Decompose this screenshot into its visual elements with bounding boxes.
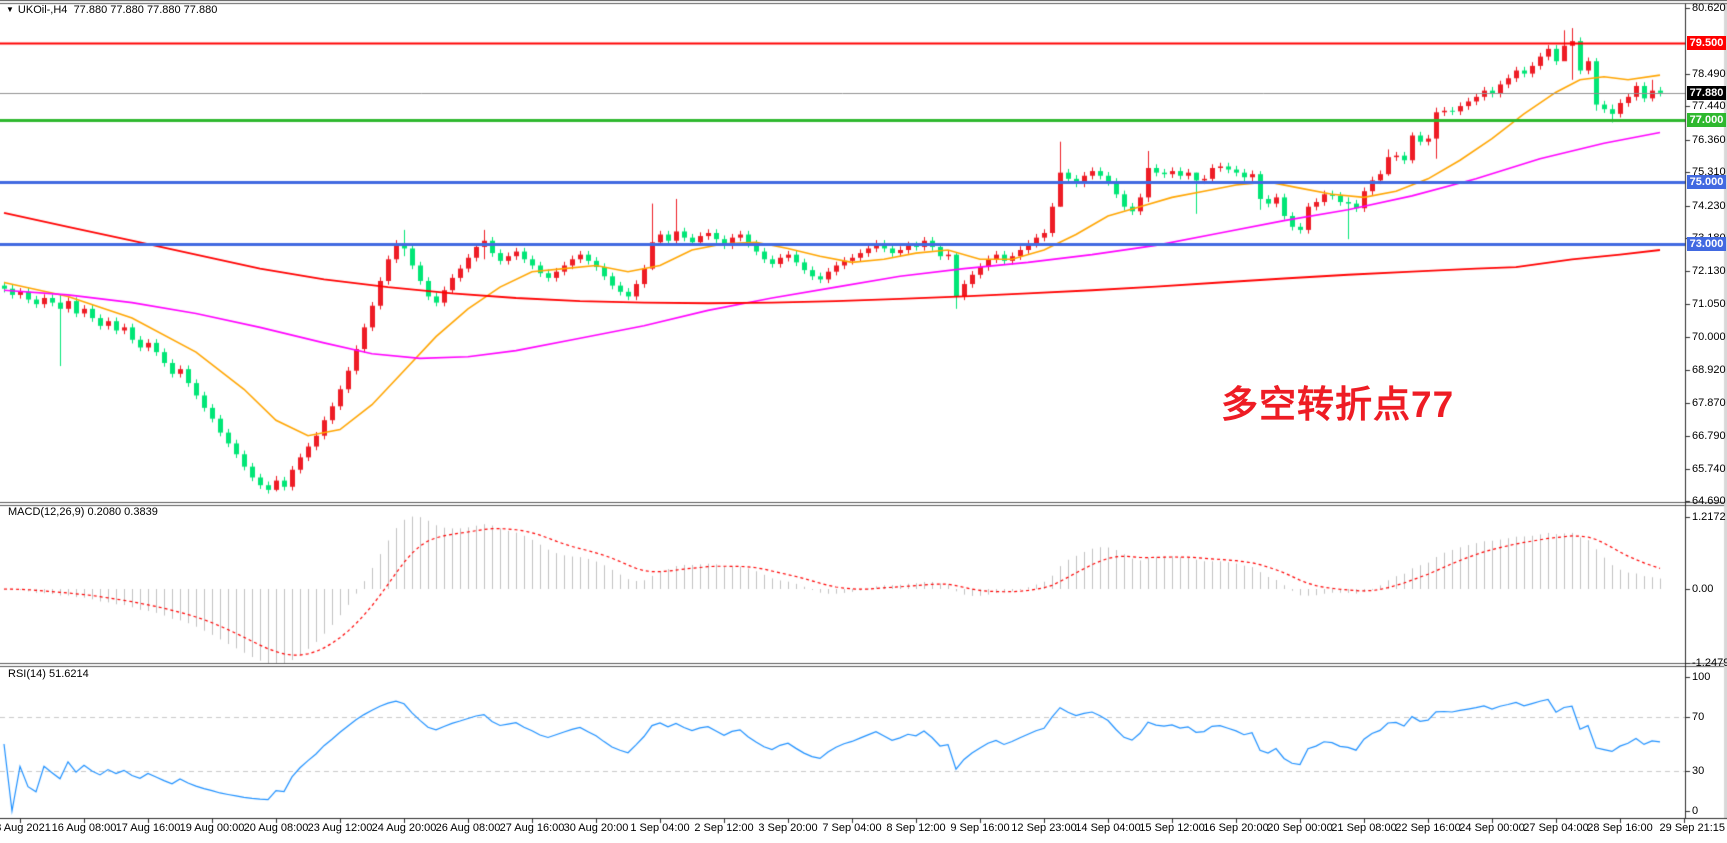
time-axis-label: 29 Sep 21:15 <box>1659 822 1725 834</box>
time-axis-label: 28 Sep 16:00 <box>1587 822 1653 834</box>
rsi-axis-tick-label: 0 <box>1692 805 1699 817</box>
price-axis-tick-label: 66.790 <box>1692 430 1726 442</box>
time-axis-label: 17 Aug 16:00 <box>115 822 181 834</box>
price-axis-tick-label: 70.000 <box>1692 331 1726 343</box>
time-axis-label: 2 Sep 12:00 <box>694 822 754 834</box>
time-axis-label: 24 Aug 20:00 <box>371 822 437 834</box>
time-axis-label: 23 Aug 12:00 <box>307 822 373 834</box>
macd-axis-tick-label: -1.2479 <box>1692 657 1727 669</box>
rsi-axis-tick-label: 30 <box>1692 765 1705 777</box>
time-axis-label: 8 Sep 12:00 <box>886 822 946 834</box>
price-axis-tick-label: 78.490 <box>1692 68 1726 80</box>
time-axis-label: 30 Aug 20:00 <box>563 822 629 834</box>
price-axis-tick-label: 68.920 <box>1692 364 1726 376</box>
time-axis-label: 22 Sep 16:00 <box>1395 822 1461 834</box>
symbol-timeframe-text: UKOil-,H4 <box>17 4 68 16</box>
macd-axis-tick-label: 1.2172 <box>1692 511 1726 523</box>
symbol-dropdown-icon[interactable]: ▼ <box>6 5 14 14</box>
chart-symbol-label[interactable]: ▼ UKOil-,H4 77.880 77.880 77.880 77.880 <box>6 4 217 16</box>
time-axis-label: 13 Aug 2021 <box>0 822 51 834</box>
price-axis-tick-label: 74.230 <box>1692 200 1726 212</box>
level-price-badge: 77.000 <box>1687 113 1726 127</box>
level-price-badge: 75.000 <box>1687 175 1726 189</box>
time-axis-label: 16 Sep 20:00 <box>1203 822 1269 834</box>
level-price-badge: 73.000 <box>1687 237 1726 251</box>
time-axis-label: 16 Aug 08:00 <box>51 822 117 834</box>
time-axis-label: 1 Sep 04:00 <box>630 822 690 834</box>
rsi-indicator-label: RSI(14) 51.6214 <box>8 668 89 680</box>
time-axis-label: 24 Sep 00:00 <box>1459 822 1525 834</box>
price-axis-tick-label: 67.870 <box>1692 397 1726 409</box>
rsi-axis-tick-label: 70 <box>1692 711 1705 723</box>
price-axis-tick-label: 64.690 <box>1692 495 1726 507</box>
time-axis-label: 20 Aug 08:00 <box>243 822 309 834</box>
time-axis-label: 7 Sep 04:00 <box>822 822 882 834</box>
chart-text-annotation: 多空转折点77 <box>1221 384 1455 425</box>
level-price-badge: 79.500 <box>1687 36 1726 50</box>
time-axis-label: 9 Sep 16:00 <box>950 822 1010 834</box>
macd-indicator-label: MACD(12,26,9) 0.2080 0.3839 <box>8 506 158 518</box>
price-axis-tick-label: 80.620 <box>1692 2 1726 14</box>
price-axis-tick-label: 71.050 <box>1692 298 1726 310</box>
time-axis-label: 20 Sep 00:00 <box>1267 822 1333 834</box>
time-axis-label: 12 Sep 23:00 <box>1011 822 1077 834</box>
price-axis-tick-label: 65.740 <box>1692 463 1726 475</box>
time-axis-label: 27 Aug 16:00 <box>499 822 565 834</box>
time-axis-label: 27 Sep 04:00 <box>1523 822 1589 834</box>
time-axis-label: 3 Sep 20:00 <box>758 822 818 834</box>
time-axis-label: 15 Sep 12:00 <box>1139 822 1205 834</box>
rsi-axis-tick-label: 100 <box>1692 671 1711 683</box>
symbol-ohlc-text: 77.880 77.880 77.880 77.880 <box>73 4 218 16</box>
price-axis-tick-label: 76.360 <box>1692 134 1726 146</box>
macd-axis-tick-label: 0.00 <box>1692 583 1714 595</box>
time-axis-label: 19 Aug 00:00 <box>179 822 245 834</box>
current-price-price-badge: 77.880 <box>1687 86 1726 100</box>
price-axis-tick-label: 77.440 <box>1692 100 1726 112</box>
time-axis-label: 26 Aug 08:00 <box>435 822 501 834</box>
time-axis-label: 14 Sep 04:00 <box>1075 822 1141 834</box>
price-axis-tick-label: 72.130 <box>1692 265 1726 277</box>
time-axis-label: 21 Sep 08:00 <box>1331 822 1397 834</box>
